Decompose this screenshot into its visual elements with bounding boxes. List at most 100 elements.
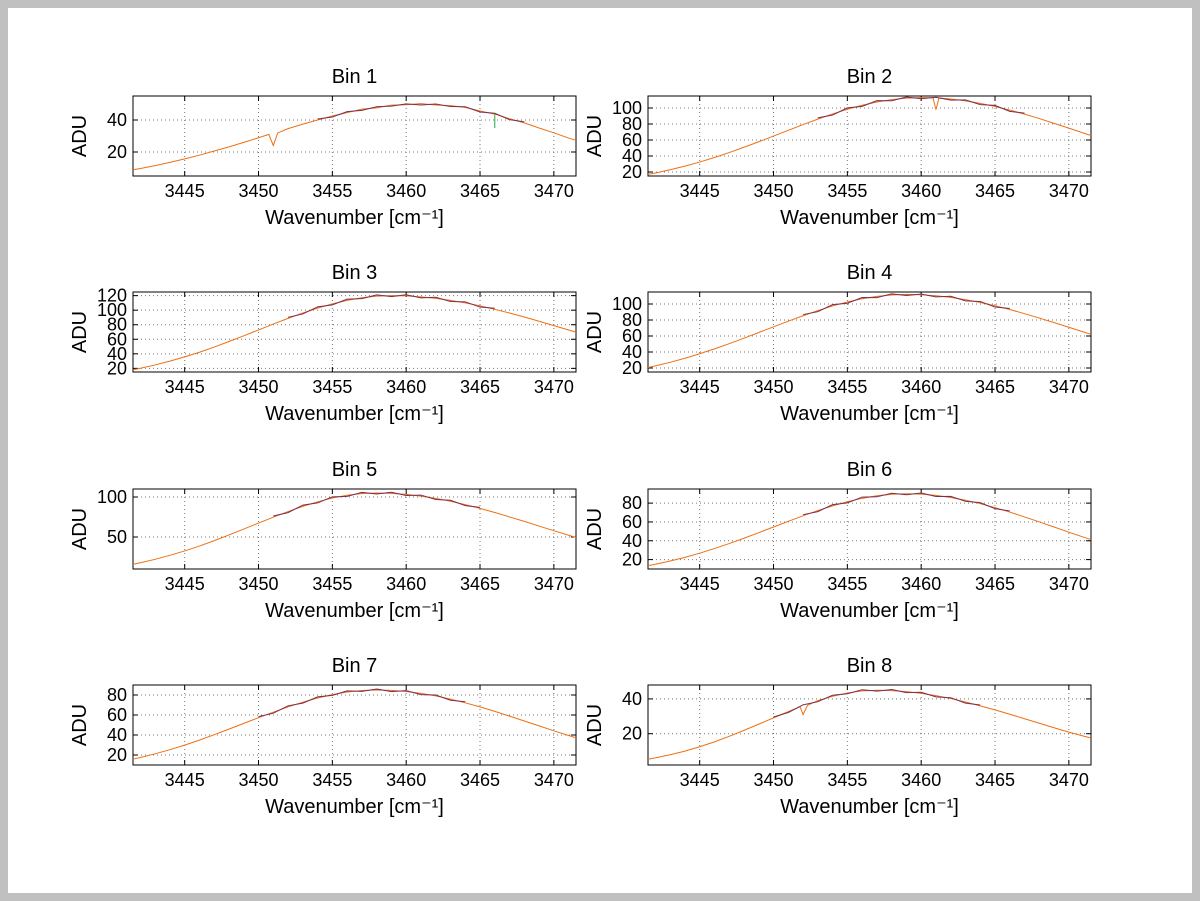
- series-spectrum: [647, 689, 1092, 760]
- x-axis-label: Wavenumber [cm⁻¹]: [780, 207, 959, 229]
- y-tick-label: 20: [107, 358, 127, 378]
- x-tick-label: 3470: [534, 770, 574, 790]
- x-tick-label: 3455: [312, 181, 352, 201]
- x-axis-label: Wavenumber [cm⁻¹]: [265, 207, 444, 229]
- y-tick-label: 80: [107, 685, 127, 705]
- x-tick-label: 3465: [975, 574, 1015, 594]
- x-tick-label: 3465: [975, 770, 1015, 790]
- x-tick-label: 3455: [312, 574, 352, 594]
- x-tick-label: 3465: [460, 181, 500, 201]
- chart-svg: Bin 4 3445 3450 3455 3460 3465 3470 20406080100…: [584, 262, 1092, 425]
- y-tick-label: 100: [97, 300, 127, 320]
- y-tick-label: 120: [97, 286, 127, 306]
- plot-box: [647, 95, 1092, 177]
- chart-title: Bin 7: [332, 655, 378, 677]
- y-tick-label: 40: [622, 146, 642, 166]
- chart-title: Bin 6: [847, 459, 893, 481]
- y-tick-label: 80: [622, 114, 642, 134]
- series-overlay-trace: [802, 293, 1010, 316]
- plot-box: [132, 684, 577, 766]
- y-axis-label: ADU: [69, 704, 91, 746]
- x-axis-label: Wavenumber [cm⁻¹]: [780, 796, 959, 818]
- y-tick-label: 80: [107, 315, 127, 335]
- x-tick-label: 3470: [1049, 181, 1089, 201]
- y-axis-label: ADU: [584, 311, 606, 353]
- x-tick-label: 3470: [534, 181, 574, 201]
- y-tick-label: 60: [622, 512, 642, 532]
- x-axis-label: Wavenumber [cm⁻¹]: [780, 600, 959, 622]
- plot-box: [132, 488, 577, 570]
- chart-title: Bin 4: [847, 262, 893, 284]
- y-axis-label: ADU: [584, 704, 606, 746]
- series-spectrum: [132, 103, 577, 171]
- x-tick-label: 3450: [238, 181, 278, 201]
- subplot-bin-5: Bin 5 3445 3450 3455 3460 3465 3470 50 100 Wavenu…: [28, 431, 588, 627]
- x-tick-label: 3450: [753, 770, 793, 790]
- chart-svg: Bin 3 3445 3450 3455 3460 3465 3470 20406080100…: [69, 262, 577, 425]
- y-axis-label: ADU: [69, 508, 91, 550]
- x-tick-label: 3460: [386, 377, 426, 397]
- x-tick-label: 3465: [460, 377, 500, 397]
- subplot-bin-3: Bin 3 3445 3450 3455 3460 3465 3470 20 40 60 80 100…: [28, 234, 588, 430]
- y-tick-label: 40: [107, 110, 127, 130]
- x-tick-label: 3445: [165, 377, 205, 397]
- y-tick-label: 80: [622, 493, 642, 513]
- y-tick-label: 40: [107, 725, 127, 745]
- chart-title: Bin 5: [332, 459, 378, 481]
- x-tick-label: 3470: [1049, 574, 1089, 594]
- x-tick-label: 3455: [827, 377, 867, 397]
- x-tick-label: 3450: [238, 770, 278, 790]
- chart-title: Bin 1: [332, 66, 378, 88]
- x-axis-label: Wavenumber [cm⁻¹]: [265, 796, 444, 818]
- y-axis-label: ADU: [69, 115, 91, 157]
- series-spectrum: [132, 689, 577, 760]
- x-tick-label: 3455: [827, 181, 867, 201]
- x-tick-label: 3465: [460, 574, 500, 594]
- y-tick-label: 60: [622, 130, 642, 150]
- series-spectrum: [647, 293, 1092, 369]
- series-spectrum: [132, 295, 577, 371]
- y-tick-label: 40: [622, 531, 642, 551]
- series-overlay-trace: [802, 492, 1010, 516]
- series-overlay-trace: [287, 294, 495, 318]
- subplot-bin-1: Bin 1 3445 3450 3455 3460 3465 3470 20 40 Wavenum…: [28, 38, 588, 234]
- chart-title: Bin 8: [847, 655, 893, 677]
- x-tick-label: 3470: [1049, 377, 1089, 397]
- subplot-bin-4: Bin 4 3445 3450 3455 3460 3465 3470 20 40 60 80 100…: [543, 234, 1103, 430]
- x-tick-label: 3460: [901, 770, 941, 790]
- y-tick-label: 20: [107, 745, 127, 765]
- y-tick-label: 60: [107, 705, 127, 725]
- series-spectrum: [132, 492, 577, 565]
- y-tick-label: 20: [622, 724, 642, 744]
- y-tick-label: 20: [107, 142, 127, 162]
- chart-title: Bin 3: [332, 262, 378, 284]
- series-spectrum: [647, 493, 1092, 567]
- subplot-bin-8: Bin 8 3445 3450 3455 3460 3465 3470 20 40 Wavenum…: [543, 627, 1103, 823]
- x-tick-label: 3445: [680, 377, 720, 397]
- series-overlay-trace: [273, 491, 481, 517]
- x-axis-label: Wavenumber [cm⁻¹]: [265, 600, 444, 622]
- plot-box: [132, 291, 577, 373]
- x-tick-label: 3460: [901, 181, 941, 201]
- y-tick-label: 40: [622, 689, 642, 709]
- y-tick-label: 20: [622, 358, 642, 378]
- y-tick-label: 40: [622, 342, 642, 362]
- subplot-bin-7: Bin 7 3445 3450 3455 3460 3465 3470 20 40 60 80 Wav…: [28, 627, 588, 823]
- x-tick-label: 3465: [460, 770, 500, 790]
- x-tick-label: 3445: [165, 181, 205, 201]
- plot-box: [647, 684, 1092, 766]
- x-axis-label: Wavenumber [cm⁻¹]: [780, 403, 959, 425]
- y-tick-label: 20: [622, 550, 642, 570]
- plot-box: [132, 95, 577, 177]
- x-tick-label: 3445: [165, 574, 205, 594]
- x-tick-label: 3450: [238, 377, 278, 397]
- y-tick-label: 50: [107, 527, 127, 547]
- x-tick-label: 3450: [238, 574, 278, 594]
- x-tick-label: 3450: [753, 377, 793, 397]
- chart-svg: Bin 1 3445 3450 3455 3460 3465 3470 20 40 Wavenum…: [69, 66, 577, 229]
- x-tick-label: 3455: [312, 770, 352, 790]
- x-tick-label: 3460: [386, 770, 426, 790]
